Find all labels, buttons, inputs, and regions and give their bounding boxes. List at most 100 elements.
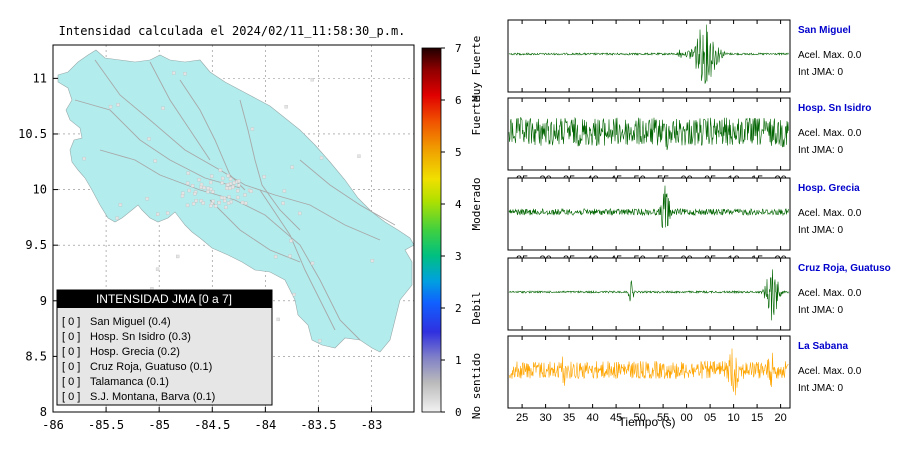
station-accel: Acel. Max. 0.0 <box>798 208 862 219</box>
station-marker <box>186 171 190 175</box>
station-marker <box>108 105 113 109</box>
station-marker <box>227 195 231 199</box>
station-marker <box>225 186 229 190</box>
station-marker <box>292 292 296 297</box>
station-marker <box>281 201 285 205</box>
map-y-tick-label: 11 <box>33 71 47 85</box>
map-y-tick-label: 8 <box>40 405 47 419</box>
station-marker <box>221 176 225 181</box>
waveform-trace <box>508 348 789 396</box>
station-marker <box>116 103 120 107</box>
legend-item-label: San Miguel (0.4) <box>90 316 171 328</box>
time-tick-label: 30 <box>539 412 551 424</box>
map-frame <box>52 44 415 413</box>
station-marker <box>289 239 293 243</box>
road-line <box>259 189 336 331</box>
station-accel: Acel. Max. 0.0 <box>798 128 862 139</box>
station-marker <box>237 183 241 188</box>
legend-item-level: [ 0 ] <box>62 316 80 328</box>
station-marker <box>172 71 176 75</box>
time-tick-label: 00 <box>680 412 692 424</box>
station-marker <box>250 127 255 131</box>
legend-item-level: [ 0 ] <box>62 376 80 388</box>
map-title: Intensidad calculada el 2024/02/11_11:58… <box>59 24 406 38</box>
time-tick-label: 25 <box>516 412 528 424</box>
station-marker <box>191 202 196 206</box>
waveform-trace <box>508 185 789 229</box>
map-x-tick-label: -83.5 <box>300 418 336 432</box>
colorbar-tick-label: 5 <box>455 146 462 159</box>
time-axis-label: Tiempo (s) <box>619 415 676 429</box>
station-jma: Int JMA: 0 <box>798 305 843 316</box>
station-marker <box>219 196 224 200</box>
legend-item-label: Hosp. Sn Isidro (0.3) <box>90 331 191 343</box>
station-marker <box>156 212 160 216</box>
station-marker <box>226 174 230 178</box>
station-marker <box>223 199 227 203</box>
colorbar-gradient <box>421 47 442 413</box>
station-marker <box>147 137 151 141</box>
station-marker <box>217 200 221 205</box>
map-y-tick-label: 10 <box>33 183 47 197</box>
time-tick-label: 55 <box>657 412 669 424</box>
map-x-tick-label: -83 <box>361 418 383 432</box>
station-accel: Acel. Max. 0.0 <box>798 50 862 61</box>
colorbar-category-label: Fuerte <box>470 96 483 136</box>
map-y-tick-label: 9 <box>40 294 47 308</box>
road-line <box>179 79 246 191</box>
legend-item-level: [ 0 ] <box>62 331 80 343</box>
waveform-trace <box>508 24 789 84</box>
station-marker <box>115 216 119 220</box>
time-tick-label: 10 <box>727 412 739 424</box>
waveform-panel: 25 30 35 40 45 50 55 00 05 10 15 20 La Sabana Acel. M… <box>507 335 862 424</box>
colorbar-tick-label: 0 <box>455 406 462 419</box>
intensity-legend: INTENSIDAD JMA [0 a 7] [ 0 ] San Miguel (… <box>56 289 273 406</box>
map-x-tick-label: -86 <box>42 418 64 432</box>
station-marker <box>236 189 240 193</box>
station-marker <box>209 174 214 178</box>
station-marker <box>82 156 86 161</box>
station-marker <box>284 105 288 109</box>
station-marker <box>199 182 204 187</box>
map-y-axis: 8 8.5 9 9.5 10 10.5 11 <box>18 71 58 419</box>
station-name: La Sabana <box>798 341 848 352</box>
station-marker <box>214 204 218 208</box>
time-tick-label: 15 <box>751 412 763 424</box>
station-marker <box>226 201 231 205</box>
station-marker <box>211 190 215 194</box>
legend-item-label: Cruz Roja, Guatuso (0.1) <box>90 361 212 373</box>
station-marker <box>249 189 253 193</box>
legend-item-level: [ 0 ] <box>62 361 80 373</box>
map-y-tick-label: 9.5 <box>25 238 47 252</box>
map-y-tick-label: 10.5 <box>18 127 47 141</box>
road-network <box>74 59 396 341</box>
station-marker <box>193 192 197 196</box>
station-marker <box>310 78 314 82</box>
station-marker <box>209 204 213 208</box>
station-accel: Acel. Max. 0.0 <box>798 288 862 299</box>
colorbar-tick-label: 7 <box>455 42 462 55</box>
station-marker <box>240 200 245 205</box>
station-marker <box>181 191 185 195</box>
station-marker <box>319 156 324 160</box>
station-marker <box>153 159 157 163</box>
map-x-axis: -86 -85.5 -85 -84.5 -84 -83.5 -83 <box>42 407 382 432</box>
station-marker <box>194 199 198 203</box>
colorbar-tick-label: 2 <box>455 302 462 315</box>
station-jma: Int JMA: 0 <box>798 225 843 236</box>
legend-item-label: Talamanca (0.1) <box>90 376 169 388</box>
time-tick-label: 40 <box>586 412 598 424</box>
station-marker <box>145 197 149 201</box>
station-marker <box>206 189 210 194</box>
station-marker <box>228 186 232 190</box>
station-marker <box>224 205 228 210</box>
station-marker <box>187 188 191 193</box>
station-marker <box>288 254 292 258</box>
map-x-tick-label: -85.5 <box>88 418 124 432</box>
colorbar-category-label: Debil <box>470 291 483 324</box>
intensity-colorbar: 0 1 2 3 4 5 6 7 No sentido Debil Moderado FuerteMu… <box>421 36 483 419</box>
colorbar-category-label: Moderado <box>470 178 483 231</box>
time-tick-label: 45 <box>610 412 622 424</box>
station-marker <box>244 201 248 206</box>
station-marker <box>211 199 215 203</box>
